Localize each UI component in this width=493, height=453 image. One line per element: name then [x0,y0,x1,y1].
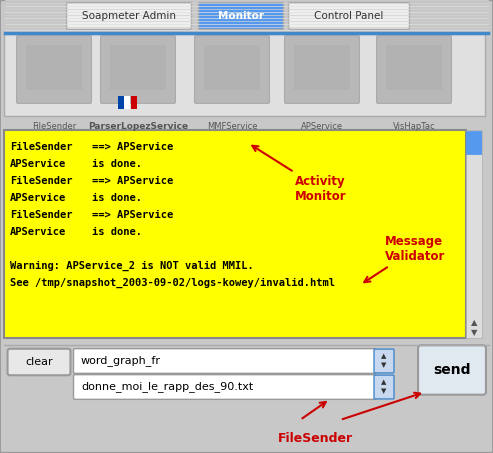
Bar [4,130,466,338]
Text: APService: APService [10,227,66,237]
FancyBboxPatch shape [466,131,482,155]
Text: Control Panel: Control Panel [315,11,384,21]
Text: FileSender: FileSender [10,210,72,220]
Text: ▼: ▼ [471,328,477,337]
Text: FileSender: FileSender [32,122,76,131]
FancyBboxPatch shape [374,375,394,399]
Bar [131,96,137,109]
Text: ▲: ▲ [381,380,387,386]
FancyBboxPatch shape [288,3,410,29]
Text: ▲: ▲ [381,354,387,360]
Text: is done.: is done. [92,159,142,169]
Text: APService: APService [10,159,66,169]
Text: is done.: is done. [92,193,142,203]
FancyBboxPatch shape [101,36,176,103]
Text: APService: APService [301,122,343,131]
Bar [204,45,260,90]
FancyBboxPatch shape [199,3,283,29]
Text: See /tmp/snapshot_2003-09-02/logs-kowey/invalid.html: See /tmp/snapshot_2003-09-02/logs-kowey/… [10,278,335,288]
Text: Activity
Monitor: Activity Monitor [252,146,347,203]
Text: word_graph_fr: word_graph_fr [81,356,161,366]
Bar [466,130,482,338]
Text: is done.: is done. [92,227,142,237]
Bar [26,45,82,90]
FancyBboxPatch shape [73,349,377,373]
Bar [294,45,350,90]
Bar [110,45,166,90]
FancyBboxPatch shape [418,345,486,395]
Text: APService: APService [10,193,66,203]
FancyBboxPatch shape [67,3,191,29]
FancyBboxPatch shape [377,36,452,103]
Text: Warning: APService_2 is NOT valid MMIL.: Warning: APService_2 is NOT valid MMIL. [10,261,254,271]
Text: Message
Validator: Message Validator [364,235,445,282]
Text: Monitor: Monitor [218,11,264,21]
Text: ==> APService: ==> APService [92,176,173,186]
Text: clear: clear [25,357,53,367]
Text: donne_moi_le_rapp_des_90.txt: donne_moi_le_rapp_des_90.txt [81,381,253,392]
Bar [386,45,442,90]
FancyBboxPatch shape [374,349,394,373]
Bar [118,96,124,109]
Text: ==> APService: ==> APService [92,210,173,220]
Text: send: send [433,363,471,377]
FancyBboxPatch shape [195,36,270,103]
Text: VisHapTac: VisHapTac [393,122,435,131]
Text: FileSender: FileSender [10,176,72,186]
Text: FileSender: FileSender [278,432,352,445]
Text: ▼: ▼ [381,388,387,395]
Bar [4,34,485,116]
Text: ▼: ▼ [381,362,387,368]
Text: ▲: ▲ [471,318,477,328]
Text: FileSender: FileSender [10,142,72,152]
Bar [4,345,489,445]
FancyBboxPatch shape [284,36,359,103]
Text: Soapmeter Admin: Soapmeter Admin [82,11,176,21]
FancyBboxPatch shape [73,375,377,400]
FancyBboxPatch shape [7,349,70,375]
Text: ==> APService: ==> APService [92,142,173,152]
Text: ParserLopezService: ParserLopezService [88,122,188,131]
FancyBboxPatch shape [17,36,92,103]
Text: MMFService: MMFService [207,122,257,131]
Bar [124,96,130,109]
